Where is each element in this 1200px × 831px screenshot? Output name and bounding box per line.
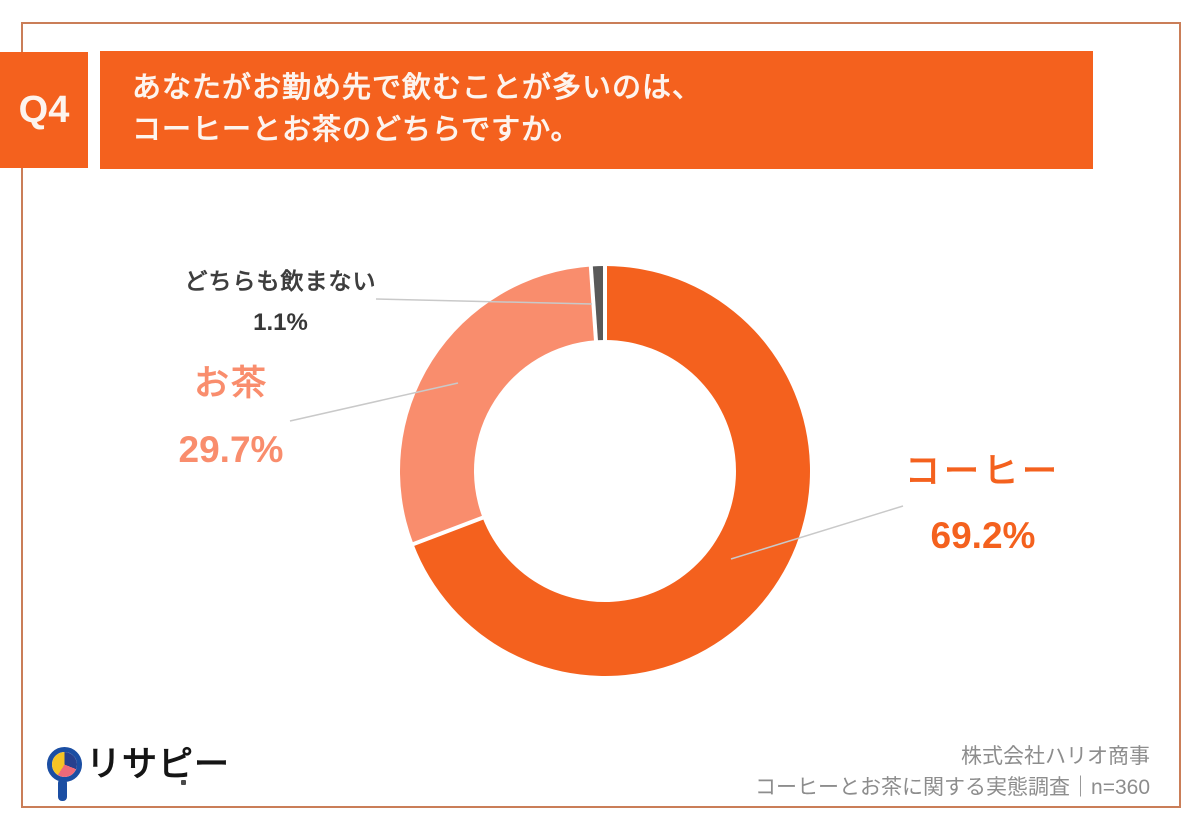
label-coffee-category: コーヒー bbox=[904, 452, 1061, 491]
slide-border-frame bbox=[21, 22, 1181, 808]
survey-credit: 株式会社ハリオ商事 コーヒーとお茶に関する実態調査｜n=360 bbox=[755, 741, 1150, 803]
label-tea-category: お茶 bbox=[193, 364, 268, 403]
segment-gap bbox=[410, 515, 486, 547]
logo-wordmark: リサピー bbox=[86, 745, 231, 784]
leader-line-tea bbox=[289, 382, 459, 422]
pie-chart-icon bbox=[52, 752, 77, 777]
label-neither-category: どちらも飲まない bbox=[184, 268, 377, 294]
label-coffee-percent: 69.2% bbox=[930, 515, 1036, 556]
question-title-line1: あなたがお勤め先で飲むことが多いのは、 bbox=[132, 72, 703, 104]
question-header-bar: あなたがお勤め先で飲むことが多いのは、 コーヒーとお茶のどちらですか。 bbox=[100, 51, 1093, 169]
survey-credit-company: 株式会社ハリオ商事 bbox=[961, 745, 1150, 768]
donut-segment-2 bbox=[590, 266, 605, 341]
label-coffee: コーヒー 69.2% bbox=[878, 450, 1088, 558]
donut-segment-1 bbox=[399, 266, 596, 545]
question-number-badge: Q4 bbox=[0, 52, 88, 168]
question-number-label: Q4 bbox=[18, 88, 70, 131]
magnifier-pie-logo-icon bbox=[47, 747, 82, 782]
logo-period-dot bbox=[181, 780, 186, 785]
label-neither: どちらも飲まない 1.1% bbox=[178, 266, 383, 338]
donut-segments bbox=[399, 264, 810, 676]
leader-line-coffee bbox=[730, 505, 904, 560]
magnifier-handle-icon bbox=[58, 779, 67, 801]
question-title-line2: コーヒーとお茶のどちらですか。 bbox=[132, 114, 581, 146]
label-tea-percent: 29.7% bbox=[178, 429, 284, 470]
donut-segment-0 bbox=[413, 266, 810, 676]
label-neither-percent: 1.1% bbox=[253, 309, 308, 336]
leader-line-neither bbox=[375, 298, 593, 305]
label-tea: お茶 29.7% bbox=[152, 362, 310, 472]
segment-gap bbox=[588, 264, 599, 343]
survey-credit-title: コーヒーとお茶に関する実態調査｜n=360 bbox=[755, 776, 1150, 799]
